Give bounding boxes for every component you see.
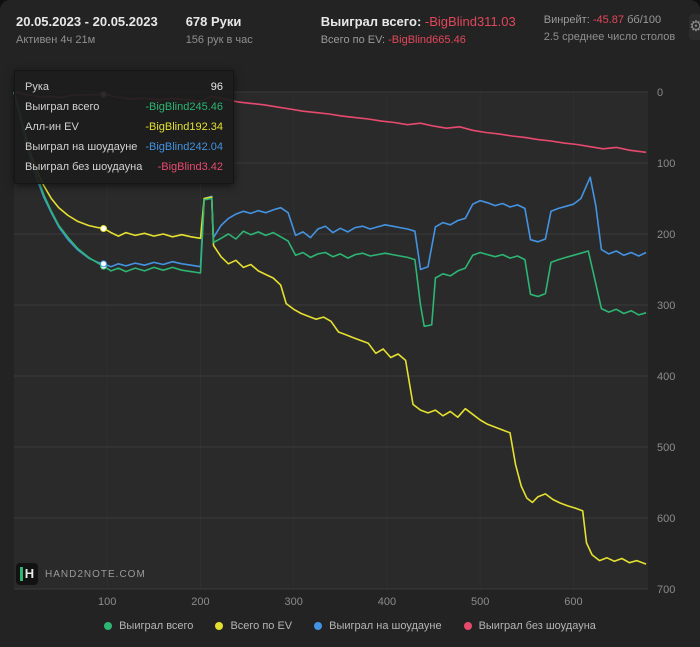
tooltip-row-allin-ev: Алл-ин EV -BigBlind192.34	[25, 117, 223, 137]
tooltip-row-nonshowdown: Выиграл без шоудауна -BigBlind3.42	[25, 157, 223, 177]
svg-text:400: 400	[378, 596, 396, 605]
svg-text:100: 100	[657, 158, 675, 170]
tooltip-row-hand: Рука 96	[25, 77, 223, 97]
svg-text:500: 500	[657, 442, 675, 454]
svg-text:300: 300	[657, 300, 675, 312]
won-total-value: -BigBlind311.03	[424, 14, 516, 29]
winrate-group: Винрейт: -45.87 бб/100 2.5 среднее число…	[544, 14, 676, 43]
tooltip-nonshowdown-label: Выиграл без шоудауна	[25, 161, 143, 173]
gear-icon[interactable]: ⚙	[689, 14, 700, 40]
active-time: Активен 4ч 21м	[16, 34, 96, 46]
svg-text:700: 700	[657, 584, 675, 596]
hand2note-logo-icon: H	[16, 563, 38, 585]
won-total-label: Выиграл всего:	[320, 14, 425, 29]
legend-dot-won-total	[104, 622, 113, 630]
tooltip-hand-value: 96	[210, 81, 223, 93]
avg-tables: 2.5 среднее число столов	[543, 31, 676, 43]
svg-text:400: 400	[657, 371, 675, 383]
ev-total-label: Всего по EV:	[320, 34, 389, 46]
chart-legend: Выиграл всего Всего по EV Выиграл на шоу…	[0, 605, 700, 647]
tooltip-row-showdown: Выиграл на шоудауне -BigBlind242.04	[25, 137, 223, 157]
tooltip-allin-ev-value: -BigBlind192.34	[145, 121, 223, 133]
svg-text:100: 100	[98, 596, 116, 605]
header-bar: 20.05.2023 - 20.05.2023 Активен 4ч 21м 6…	[0, 0, 700, 64]
hands-per-hour: 156 рук в час	[185, 34, 253, 46]
tooltip-allin-ev-label: Алл-ин EV	[25, 121, 79, 133]
legend-dot-showdown	[314, 622, 323, 630]
legend-dot-ev	[215, 622, 224, 630]
tooltip-hand-label: Рука	[25, 81, 50, 93]
tooltip-showdown-value: -BigBlind242.04	[145, 141, 223, 153]
svg-text:600: 600	[564, 596, 582, 605]
winrate-value: -45.87	[592, 14, 628, 26]
legend-item-ev[interactable]: Всего по EV	[215, 620, 292, 632]
chart-area: 100 200 300 400 500 600 0 100 200 300 400 500 600 700…	[0, 64, 700, 605]
svg-text:0: 0	[657, 87, 663, 99]
svg-text:300: 300	[285, 596, 303, 605]
tooltip-won-total-value: -BigBlind245.46	[145, 101, 223, 113]
winrate-label: Винрейт:	[543, 14, 593, 26]
winrate-unit: бб/100	[627, 14, 662, 26]
legend-item-won-total[interactable]: Выиграл всего	[104, 620, 193, 632]
ev-total-value: -BigBlind665.46	[388, 34, 466, 46]
legend-dot-nonshowdown	[463, 622, 472, 630]
hands-group: 678 Руки 156 рук в час	[186, 14, 253, 46]
hand2note-logo-text: HAND2NOTE.COM	[45, 568, 146, 580]
legend-item-nonshowdown[interactable]: Выиграл без шоудауна	[463, 620, 596, 632]
date-range-group: 20.05.2023 - 20.05.2023 Активен 4ч 21м	[16, 14, 158, 46]
tooltip-showdown-label: Выиграл на шоудауне	[25, 141, 138, 153]
legend-item-showdown[interactable]: Выиграл на шоудауне	[314, 620, 442, 632]
tooltip-row-won-total: Выиграл всего -BigBlind245.46	[25, 97, 223, 117]
won-total-group: Выиграл всего: -BigBlind311.03 Всего по …	[321, 14, 516, 46]
svg-text:200: 200	[191, 596, 209, 605]
tooltip-won-total-label: Выиграл всего	[25, 101, 100, 113]
hand2note-logo: H HAND2NOTE.COM	[16, 563, 146, 585]
chart-tooltip: Рука 96 Выиграл всего -BigBlind245.46 Ал…	[14, 70, 234, 184]
hands-count: 678 Руки	[185, 14, 242, 29]
date-range: 20.05.2023 - 20.05.2023	[16, 14, 158, 29]
svg-text:500: 500	[471, 596, 489, 605]
svg-text:200: 200	[657, 229, 675, 241]
tooltip-nonshowdown-value: -BigBlind3.42	[157, 161, 223, 173]
svg-text:600: 600	[657, 513, 675, 525]
